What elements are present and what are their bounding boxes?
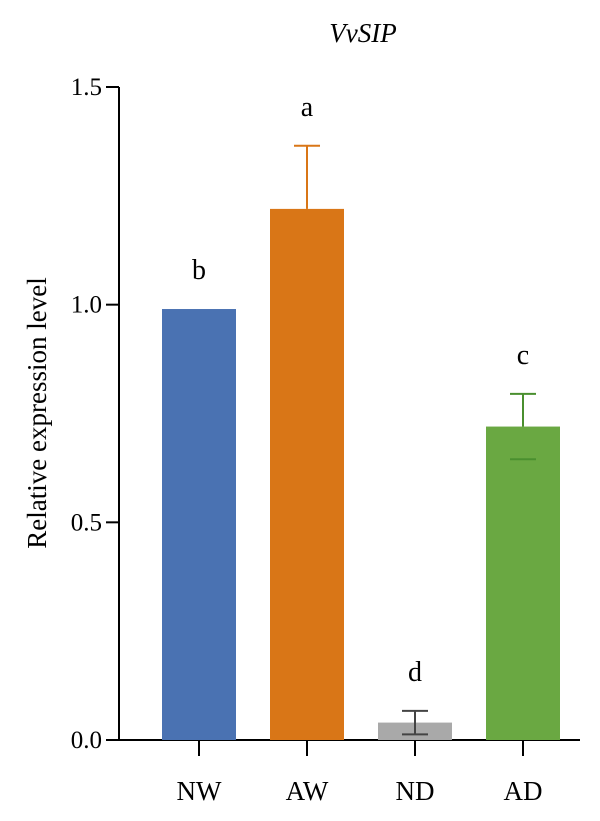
x-tick-label: NW <box>177 776 222 806</box>
y-tick-label: 0.0 <box>71 727 102 754</box>
y-tick-label: 0.5 <box>71 509 102 536</box>
bar-nw <box>162 309 236 740</box>
chart-title: VvSIP <box>329 18 396 48</box>
y-tick-label: 1.5 <box>71 74 102 101</box>
bars-group <box>162 144 560 741</box>
labels-group: NW b AW a ND d AD c <box>177 92 543 806</box>
significance-label: d <box>408 657 422 688</box>
bar-aw <box>270 208 344 741</box>
y-axis-label: Relative expression level <box>22 277 52 548</box>
significance-label: c <box>517 340 529 371</box>
x-tick-label: ND <box>396 776 435 806</box>
significance-label: a <box>301 92 314 123</box>
significance-label: b <box>192 255 206 286</box>
bar-ad <box>486 426 560 740</box>
y-tick-label: 1.0 <box>71 292 102 319</box>
x-tick-label: AW <box>286 776 329 806</box>
x-tick-label: AD <box>504 776 543 806</box>
